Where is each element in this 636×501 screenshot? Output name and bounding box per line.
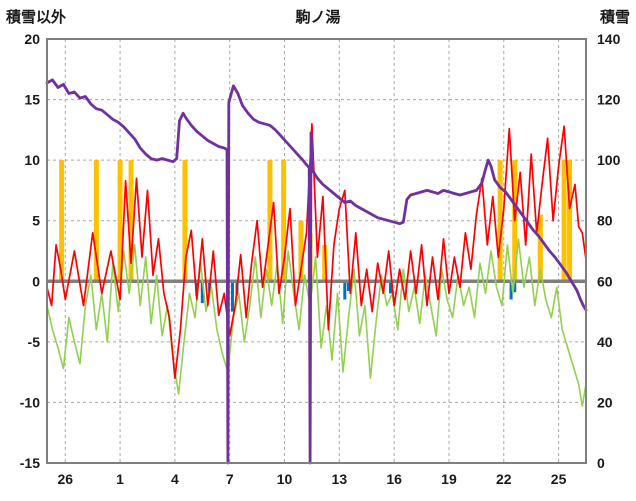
right-axis-tick-label: 40	[597, 334, 613, 350]
red-line	[46, 122, 587, 380]
orange-bars-bar	[322, 244, 328, 282]
blue-bars-bar	[230, 281, 234, 312]
orange-bars-bar	[117, 160, 123, 282]
orange-bars-bar	[128, 160, 134, 282]
right-axis-tick-label: 140	[597, 31, 621, 47]
plot-border	[46, 38, 587, 464]
x-axis-tick-label: 13	[332, 471, 348, 487]
orange-bars-bar	[59, 160, 65, 282]
left-axis-title: 積雪以外	[6, 9, 67, 26]
snow-depth-purple-line	[45, 78, 588, 465]
x-axis-tick-label: 25	[551, 471, 567, 487]
left-axis-tick-label: 5	[32, 213, 40, 229]
right-axis-title: 積雪	[599, 9, 630, 26]
blue-bars-bar	[346, 281, 350, 291]
x-axis-tick-label: 19	[441, 471, 457, 487]
left-axis-tick-label: 0	[32, 273, 40, 289]
x-axis-tick-label: 7	[226, 471, 234, 487]
right-axis-tick-label: 120	[597, 92, 621, 108]
orange-bars-bar	[298, 220, 304, 282]
blue-bars-bar	[509, 281, 513, 300]
left-axis-tick-label: -5	[28, 334, 41, 350]
orange-bars-bar	[537, 214, 543, 282]
x-axis-tick-label: 16	[386, 471, 402, 487]
left-axis-tick-label: 10	[24, 152, 40, 168]
orange-bars-bar	[93, 160, 99, 282]
orange-bars-bar	[497, 160, 503, 282]
left-axis-tick-label: -10	[20, 394, 40, 410]
left-axis-tick-label: -15	[20, 455, 40, 471]
blue-bars-bar	[343, 281, 347, 300]
left-axis-tick-label: 20	[24, 31, 40, 47]
x-axis-tick-label: 4	[171, 471, 179, 487]
orange-bars-bar	[567, 160, 573, 282]
blue-bars-bar	[200, 281, 204, 304]
x-axis-tick-label: 1	[116, 471, 124, 487]
blue-bars-bar	[195, 281, 199, 296]
blue-bars-bar	[513, 281, 517, 293]
green-line	[46, 238, 587, 407]
right-axis-tick-label: 80	[597, 213, 613, 229]
chart-title: 駒ノ湯	[295, 9, 341, 26]
right-axis-tick-label: 100	[597, 152, 621, 168]
blue-bars-bar	[388, 281, 392, 294]
left-axis-tick-label: 15	[24, 92, 40, 108]
x-axis-tick-label: 22	[496, 471, 512, 487]
orange-bars-bar	[281, 160, 287, 282]
orange-bars-bar	[561, 160, 567, 282]
orange-bars-bar	[267, 160, 273, 282]
orange-bars-bar	[182, 160, 188, 282]
x-axis-tick-label: 26	[57, 471, 73, 487]
right-axis-tick-label: 60	[597, 273, 613, 289]
right-axis-tick-label: 0	[597, 455, 605, 471]
x-axis-tick-label: 10	[277, 471, 293, 487]
right-axis-tick-label: 20	[597, 394, 613, 410]
